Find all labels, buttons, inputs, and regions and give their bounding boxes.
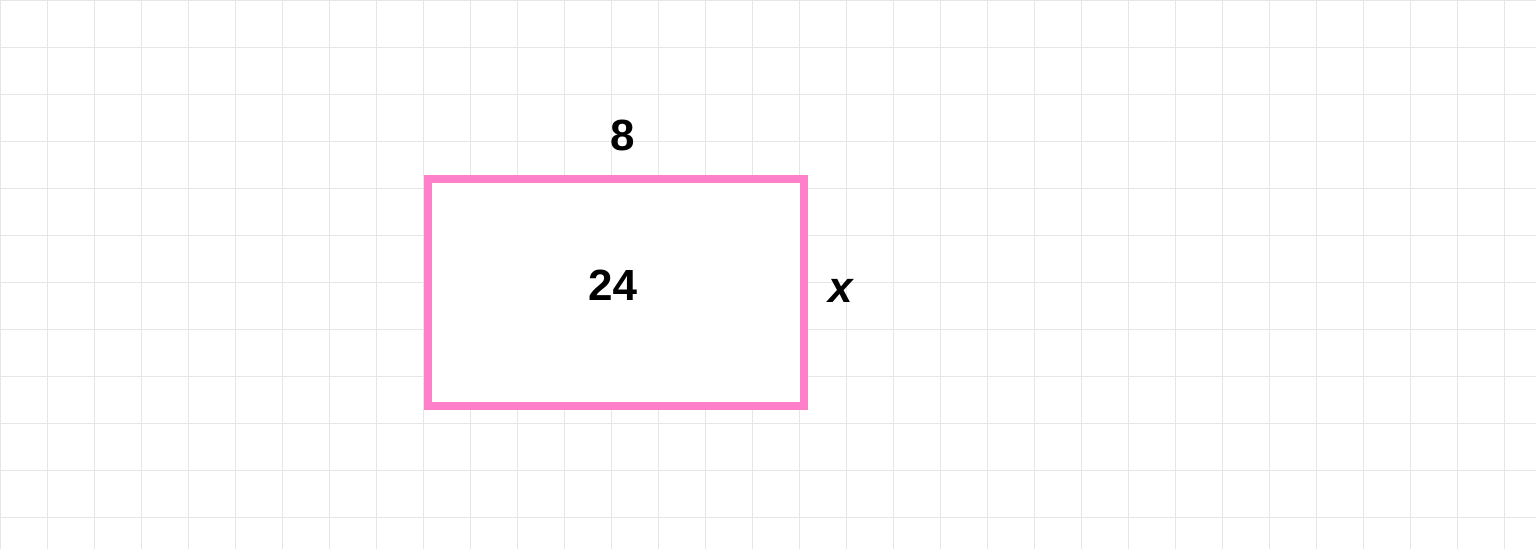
area-label: 24: [588, 264, 637, 308]
diagram-canvas: 8 24 x: [0, 0, 1536, 549]
width-label: 8: [610, 114, 634, 158]
height-variable-label: x: [828, 266, 852, 310]
